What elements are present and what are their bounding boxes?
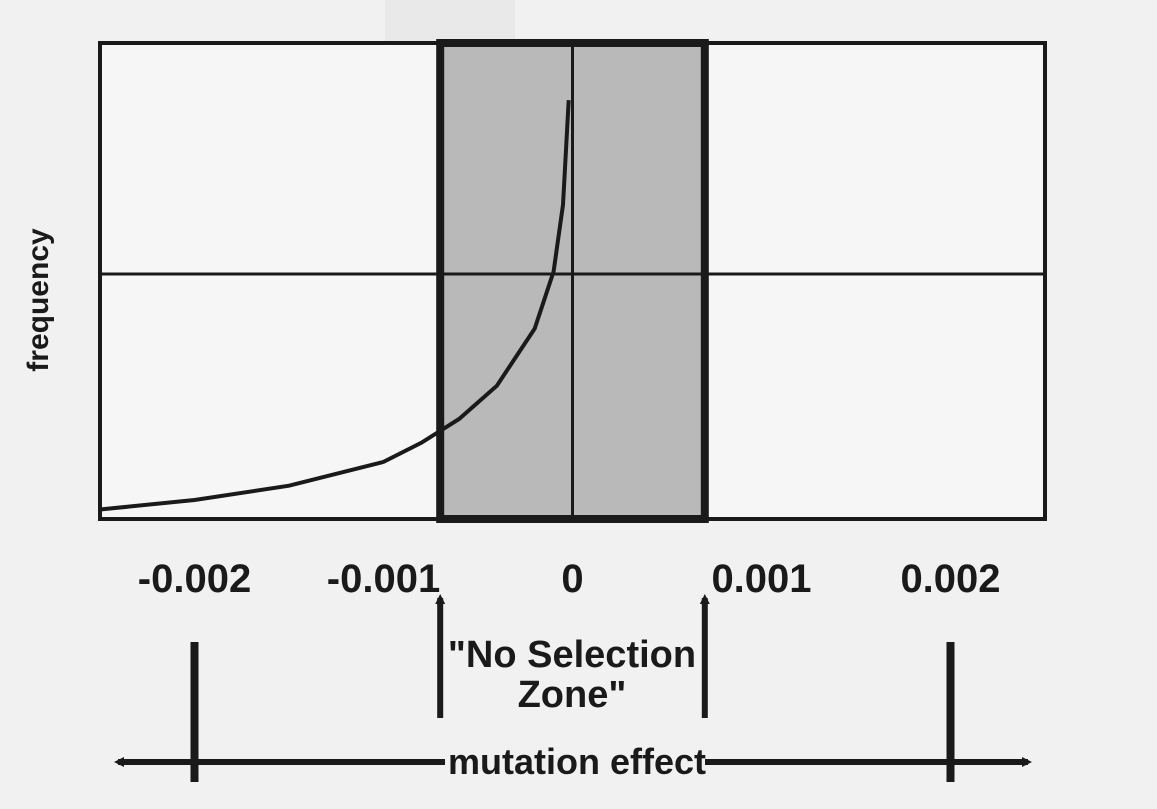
x-axis-label: mutation effect: [448, 741, 706, 782]
tick-label: 0: [561, 557, 583, 601]
tick-label: 0.002: [900, 557, 1000, 601]
no-selection-zone-label-line1: "No Selection: [448, 634, 696, 676]
y-axis-label: frequency: [22, 228, 55, 372]
x-tick-labels: -0.002 -0.001 0 0.001 0.002: [138, 557, 1001, 601]
no-selection-zone-label-line2: Zone": [518, 674, 627, 716]
tick-label: -0.001: [327, 557, 440, 601]
tick-label: -0.002: [138, 557, 251, 601]
frequency-curve: [99, 99, 571, 512]
tick-label: 0.001: [711, 557, 811, 601]
